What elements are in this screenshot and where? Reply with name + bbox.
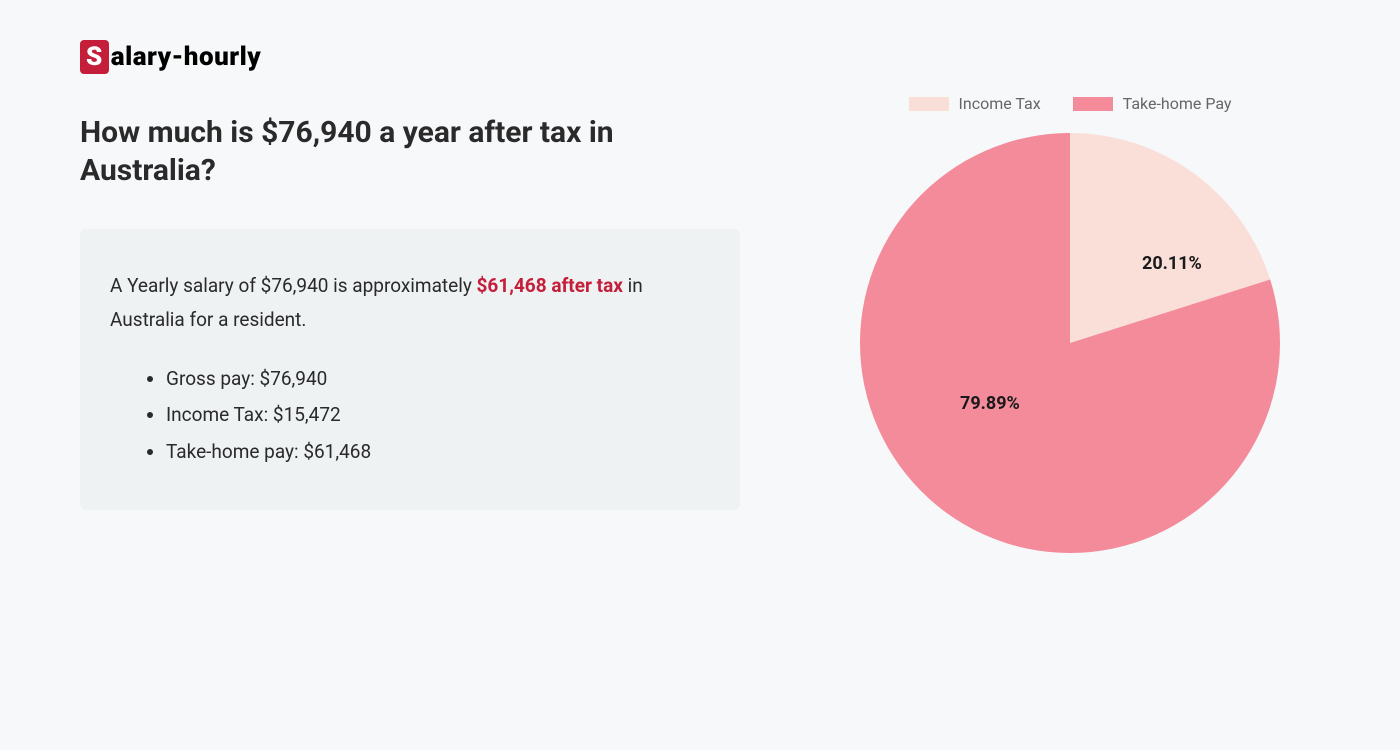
chart-legend: Income Tax Take-home Pay <box>820 94 1320 113</box>
legend-label: Income Tax <box>959 94 1041 113</box>
bullet-list: Gross pay: $76,940 Income Tax: $15,472 T… <box>110 361 710 469</box>
brand-logo: Salary-hourly <box>80 40 1320 74</box>
legend-label: Take-home Pay <box>1123 94 1232 113</box>
main-container: How much is $76,940 a year after tax in … <box>80 114 1320 553</box>
pie-slice-label-0: 20.11% <box>1142 253 1202 274</box>
right-column: Income Tax Take-home Pay 20.11% 79.89% <box>820 114 1320 553</box>
list-item: Income Tax: $15,472 <box>166 397 710 433</box>
legend-swatch <box>1073 97 1113 111</box>
logo-box-letter: S <box>80 40 109 74</box>
summary-box: A Yearly salary of $76,940 is approximat… <box>80 229 740 510</box>
pie-svg <box>860 133 1280 553</box>
summary-text: A Yearly salary of $76,940 is approximat… <box>110 269 710 337</box>
left-column: How much is $76,940 a year after tax in … <box>80 114 740 553</box>
summary-highlight: $61,468 after tax <box>477 274 623 297</box>
list-item: Take-home pay: $61,468 <box>166 434 710 470</box>
legend-swatch <box>909 97 949 111</box>
pie-chart: 20.11% 79.89% <box>860 133 1280 553</box>
legend-item-income-tax: Income Tax <box>909 94 1041 113</box>
list-item: Gross pay: $76,940 <box>166 361 710 397</box>
summary-prefix: A Yearly salary of $76,940 is approximat… <box>110 274 477 297</box>
legend-item-take-home: Take-home Pay <box>1073 94 1232 113</box>
page-heading: How much is $76,940 a year after tax in … <box>80 114 740 189</box>
pie-slice-label-1: 79.89% <box>960 393 1020 414</box>
logo-rest: alary-hourly <box>111 42 261 72</box>
